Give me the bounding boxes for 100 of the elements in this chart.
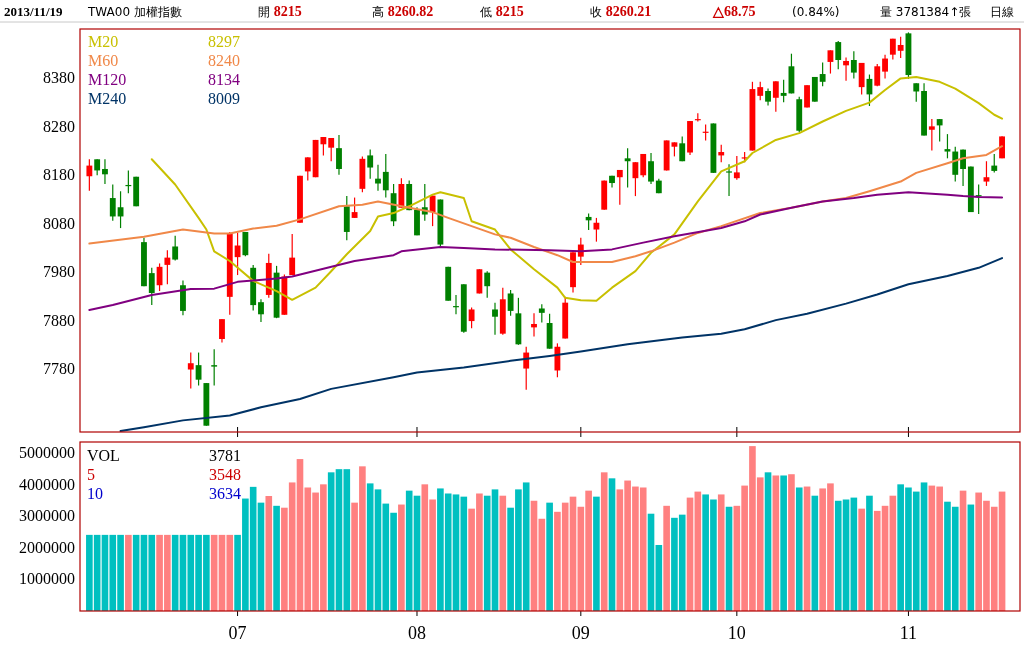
bar: [265, 496, 273, 611]
candlestick: [616, 169, 623, 206]
candlestick: [913, 82, 920, 103]
candlestick: [757, 81, 764, 101]
candlestick: [398, 177, 405, 209]
candlestick: [554, 342, 561, 378]
annotation: 8134: [208, 71, 240, 88]
text: 低 8215: [480, 4, 524, 19]
text: △68.75: [712, 4, 756, 19]
bar: [663, 505, 670, 611]
candlestick: [187, 351, 194, 390]
y-tick-label: 1000000: [19, 570, 75, 588]
candlestick: [211, 348, 218, 387]
candlestick: [944, 133, 951, 159]
text: 日線: [990, 5, 1014, 19]
candlestick: [819, 61, 826, 87]
annotation: 10: [87, 485, 103, 502]
y-tick-label: 7780: [43, 360, 75, 378]
y-tick-label: 2000000: [19, 538, 75, 556]
bar: [788, 474, 795, 611]
candlestick: [429, 195, 436, 227]
text: 2013/11/19: [4, 4, 64, 19]
candlestick: [484, 270, 491, 299]
candlestick: [242, 231, 249, 257]
candlestick: [936, 118, 943, 142]
bar: [772, 475, 780, 611]
bar: [608, 478, 616, 611]
x-tick-label: 08: [408, 623, 426, 643]
candlestick: [780, 79, 787, 103]
candlestick: [733, 155, 740, 181]
candlestick: [835, 40, 842, 70]
bar: [499, 495, 507, 611]
y-tick-label: 8080: [43, 214, 75, 232]
y-tick-label: 7980: [43, 263, 75, 281]
bar: [593, 496, 600, 611]
annotation: 8009: [208, 90, 240, 107]
candlestick: [164, 249, 171, 285]
candlestick: [507, 289, 514, 317]
annotation: VOL: [87, 447, 120, 464]
y-tick-label: 8380: [43, 69, 75, 87]
candlestick: [375, 164, 381, 192]
text: 開 8215: [258, 4, 302, 19]
candlestick: [928, 118, 935, 152]
bar: [398, 504, 405, 611]
bar: [600, 472, 608, 611]
candlestick: [983, 160, 990, 187]
bar: [273, 505, 280, 611]
candlestick: [258, 298, 264, 323]
y-tick-label: 8180: [43, 166, 75, 184]
candlestick: [531, 312, 537, 338]
annotation: 8240: [208, 52, 240, 69]
y-tick-label: 8280: [43, 117, 75, 135]
candlestick: [468, 306, 475, 329]
candlestick: [648, 152, 654, 185]
candlestick: [351, 196, 358, 219]
annotation: 5: [87, 466, 95, 483]
annotation: 3634: [209, 485, 241, 502]
candlestick: [304, 156, 311, 182]
annotation: 3781: [209, 447, 241, 464]
bar: [795, 487, 803, 611]
candlestick: [952, 146, 959, 183]
text: 收 8260.21: [590, 4, 652, 19]
candlestick: [991, 153, 998, 173]
y-tick-label: 5000000: [19, 444, 75, 462]
x-tick-label: 10: [727, 623, 746, 643]
candlestick: [843, 56, 849, 82]
candlestick: [234, 232, 241, 276]
legend: M20 M60 M120 M240: [88, 33, 127, 107]
candlestick: [850, 50, 857, 80]
candlestick: [219, 318, 225, 343]
text: 高 8260.82: [372, 4, 434, 19]
annotation: 8297: [208, 33, 240, 50]
bar: [858, 508, 865, 611]
bar: [717, 494, 725, 611]
x-tick-label: 07: [228, 623, 247, 643]
candlestick: [726, 163, 732, 197]
text: (0.84%): [792, 5, 840, 19]
candlestick: [492, 302, 498, 336]
candlestick: [336, 134, 342, 176]
bar: [546, 502, 553, 611]
y-tick-label: 4000000: [19, 475, 75, 493]
text: TWA00 加權指數: [87, 5, 182, 19]
x-tick-label: 11: [899, 623, 918, 643]
candlestick: [679, 135, 686, 162]
annotation: 3548: [209, 466, 241, 483]
bar: [780, 475, 787, 611]
y-tick-label: 7880: [43, 311, 75, 329]
candlestick: [102, 158, 108, 185]
x-tick-label: 09: [571, 623, 590, 643]
candlestick: [172, 235, 179, 262]
candlestick: [109, 183, 116, 222]
candlestick: [382, 153, 389, 199]
candlestick: [86, 158, 93, 192]
candlestick: [367, 149, 374, 180]
candlestick: [593, 217, 600, 243]
bar: [764, 472, 772, 611]
y-tick-label: 3000000: [19, 507, 75, 525]
candlestick: [897, 36, 904, 59]
bar: [125, 534, 132, 611]
candlestick: [624, 147, 631, 188]
